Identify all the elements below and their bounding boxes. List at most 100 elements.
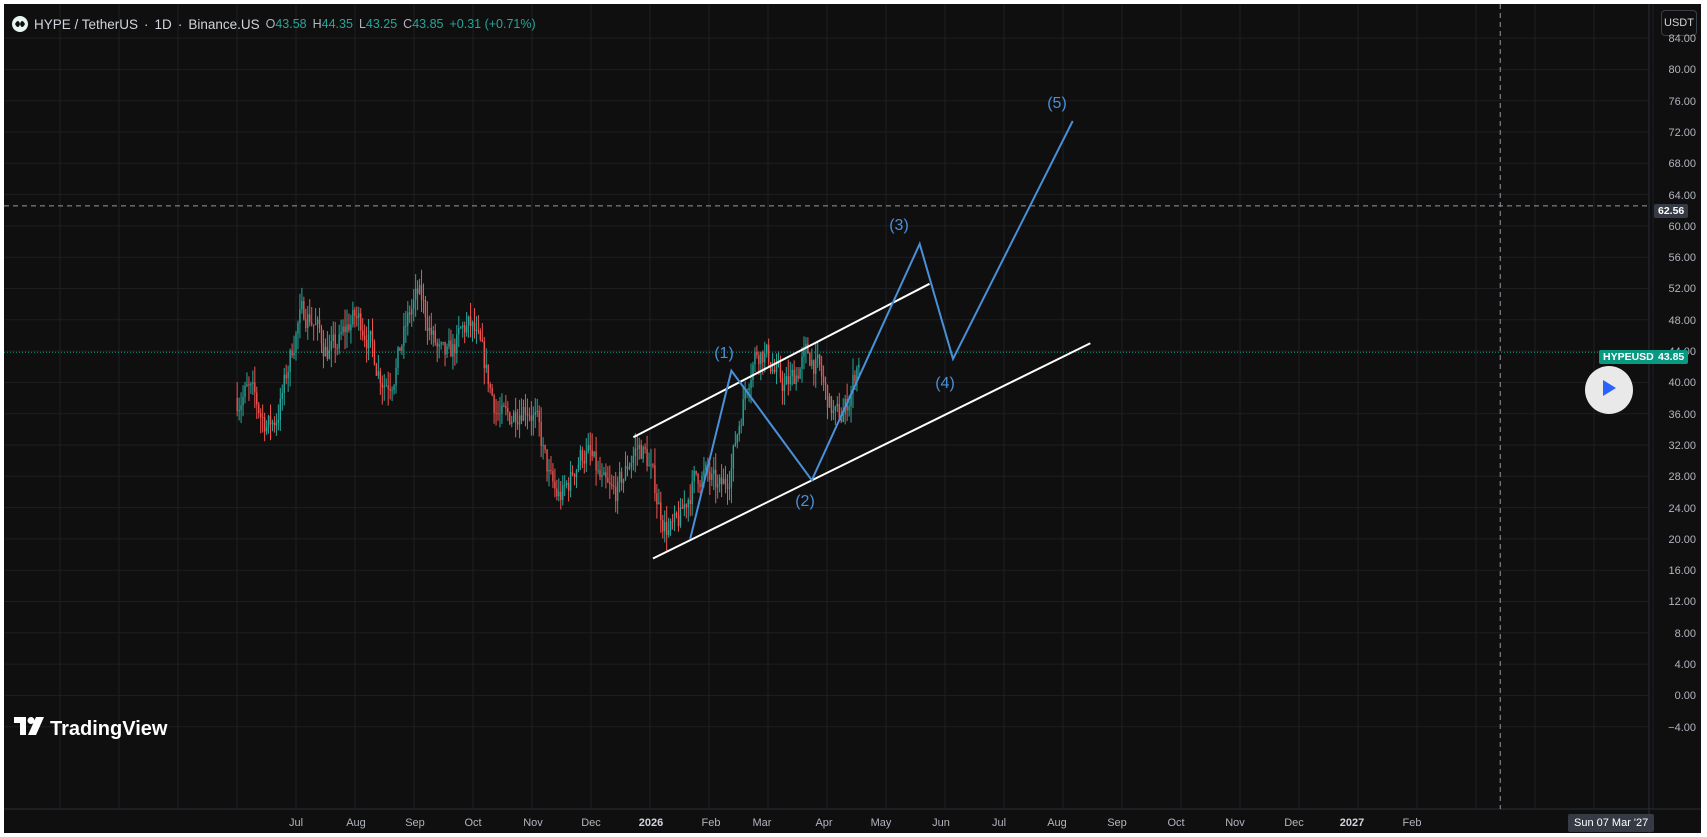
candle-body: [407, 312, 409, 326]
candle-body: [783, 384, 786, 392]
candle-body: [656, 493, 658, 505]
tradingview-logo[interactable]: TradingView: [14, 717, 167, 741]
currency-button[interactable]: USDT: [1661, 10, 1697, 36]
candle-body: [758, 355, 760, 365]
candle-body: [436, 342, 438, 347]
candle-body: [624, 466, 627, 480]
candle-body: [483, 341, 485, 369]
price-axis-label: 72.00: [1668, 126, 1696, 139]
time-axis-label: Jul: [991, 817, 1007, 829]
candle-body: [552, 471, 554, 482]
candle-body: [685, 504, 687, 508]
time-axis-label: Jul: [288, 817, 304, 829]
time-axis-label: Feb: [1402, 817, 1422, 829]
wave-label-1: (1): [714, 345, 734, 362]
candle-body: [762, 352, 764, 363]
candle-body: [297, 323, 299, 334]
tradingview-icon: [14, 717, 44, 741]
candle-body: [509, 412, 511, 424]
candle-body: [809, 353, 811, 366]
candle-body: [671, 521, 674, 523]
symbol-name[interactable]: HYPE / TetherUS: [34, 16, 139, 32]
chart-canvas[interactable]: [4, 4, 1701, 833]
candle-body: [583, 460, 586, 464]
candle-body: [558, 491, 560, 497]
candle-body: [718, 477, 721, 485]
candle-body: [546, 449, 548, 472]
price-axis-label: 48.00: [1668, 314, 1696, 327]
elliott-wave: [689, 120, 1074, 540]
candle-body: [375, 364, 378, 376]
candle-body: [538, 410, 540, 422]
candle-body: [373, 341, 376, 365]
candle-body: [669, 521, 672, 531]
candle-body: [524, 407, 527, 414]
candle-body: [820, 364, 823, 377]
price-axis-label: 56.00: [1668, 252, 1696, 265]
candle-body: [344, 326, 346, 333]
price-axis-label: 4.00: [1674, 659, 1696, 671]
candle-body: [691, 481, 693, 504]
legend-header[interactable]: HYPE / TetherUS · 1D · Binance.US O43.58…: [12, 12, 536, 36]
ohlc-values: O43.58 H44.35 L43.25 C43.85: [266, 17, 444, 31]
price-axis-label: 60.00: [1668, 220, 1696, 233]
candle-body: [591, 450, 593, 457]
price-change: +0.31 (+0.71%): [449, 17, 536, 31]
candle-body: [542, 445, 544, 447]
candle-body: [722, 478, 725, 485]
candle-body: [703, 469, 705, 476]
time-axis-label: Sep: [1107, 817, 1127, 829]
time-axis-label: Mar: [752, 817, 772, 829]
candle-body: [401, 345, 403, 351]
time-axis-label: Nov: [1225, 817, 1245, 829]
crosshair-date-tag: Sun 07 Mar '27: [1568, 814, 1655, 832]
candle-body: [767, 344, 770, 363]
candle-body: [354, 309, 356, 317]
candle-body: [836, 403, 839, 407]
candle-body: [403, 326, 405, 346]
candle-body: [550, 469, 552, 472]
candle-body: [456, 334, 458, 354]
candle-body: [238, 410, 240, 412]
candle-body: [730, 468, 733, 488]
candle-body: [734, 443, 737, 446]
candle-body: [332, 334, 334, 342]
candle-body: [287, 372, 289, 379]
candle-body: [318, 319, 321, 329]
candle-body: [601, 474, 603, 477]
candle-body: [267, 415, 270, 428]
candle-body: [834, 406, 837, 411]
candle-body: [705, 464, 707, 470]
candle-body: [854, 374, 856, 382]
interval[interactable]: 1D: [154, 16, 172, 32]
candle-body: [828, 396, 831, 408]
grid: [4, 4, 1701, 833]
candle-body: [518, 415, 521, 425]
replay-play-button[interactable]: [1585, 366, 1633, 414]
candle-body: [365, 339, 368, 349]
candle-body: [632, 455, 635, 464]
candle-body: [471, 322, 474, 326]
candle-body: [528, 415, 531, 417]
exchange[interactable]: Binance.US: [188, 16, 260, 32]
candle-body: [269, 415, 272, 425]
candle-body: [371, 330, 374, 342]
candle-body: [618, 471, 621, 482]
candle-body: [803, 347, 805, 357]
candle-body: [622, 479, 625, 484]
logo-text: TradingView: [50, 717, 168, 740]
price-axis-label: 80.00: [1668, 64, 1696, 77]
candle-body: [348, 324, 350, 331]
candle-body: [369, 330, 372, 335]
wave-label-4: (4): [935, 375, 955, 392]
candle-body: [430, 327, 433, 335]
candle-body: [773, 369, 776, 372]
candle-body: [766, 344, 768, 354]
candle-body: [797, 375, 799, 379]
candle-body: [352, 309, 354, 325]
candle-body: [679, 507, 682, 526]
candle-body: [603, 472, 605, 475]
candle-body: [299, 309, 301, 324]
candle-body: [440, 343, 442, 345]
candle-body: [665, 522, 668, 535]
